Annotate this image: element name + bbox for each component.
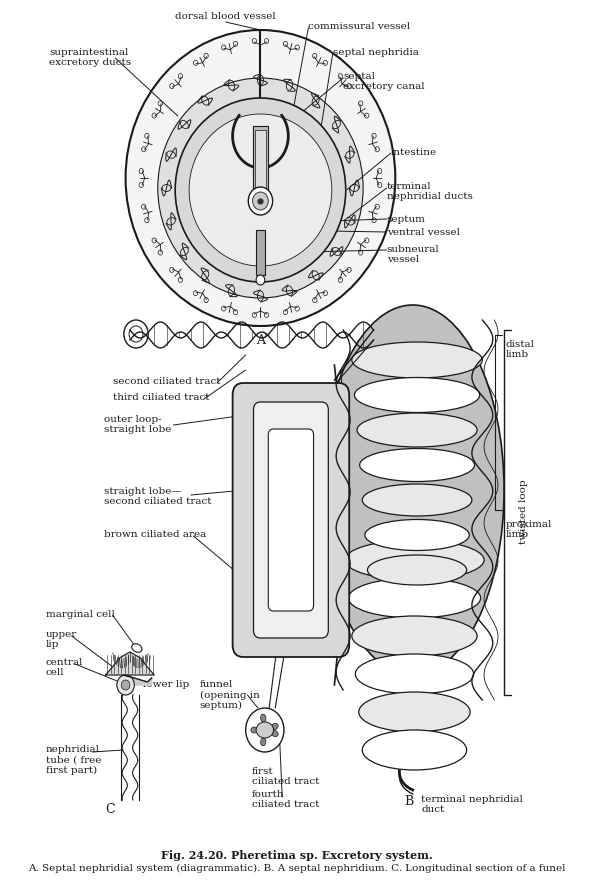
FancyBboxPatch shape	[254, 402, 328, 638]
Text: intestine: intestine	[391, 148, 437, 157]
Ellipse shape	[271, 723, 278, 730]
Text: septal
excretory canal: septal excretory canal	[343, 72, 425, 92]
Text: septal nephridia: septal nephridia	[333, 48, 419, 57]
Ellipse shape	[359, 448, 475, 481]
Text: third ciliated tract: third ciliated tract	[112, 393, 209, 402]
Circle shape	[252, 192, 268, 210]
Ellipse shape	[256, 722, 273, 738]
Text: central
cell: central cell	[46, 658, 83, 677]
Text: proximal
limb: proximal limb	[506, 520, 552, 539]
FancyBboxPatch shape	[233, 383, 349, 657]
FancyBboxPatch shape	[255, 130, 266, 195]
Text: dorsal blood vessel: dorsal blood vessel	[175, 12, 276, 21]
Text: nephridial
tube ( free
first part): nephridial tube ( free first part)	[46, 745, 101, 775]
Text: commissural vessel: commissural vessel	[308, 22, 410, 31]
Text: lower lip: lower lip	[143, 680, 189, 689]
Polygon shape	[123, 675, 151, 685]
Ellipse shape	[365, 519, 469, 551]
Text: terminal
nephridial ducts: terminal nephridial ducts	[387, 182, 472, 201]
Text: C: C	[106, 803, 115, 816]
Ellipse shape	[261, 715, 266, 722]
Ellipse shape	[352, 342, 482, 378]
Text: inner
loop: inner loop	[321, 490, 349, 510]
Ellipse shape	[189, 114, 332, 266]
Text: supraintestinal
excretory ducts: supraintestinal excretory ducts	[49, 48, 131, 68]
Circle shape	[246, 708, 284, 752]
Text: outer loop-
straight lobe: outer loop- straight lobe	[104, 415, 171, 435]
Text: brown ciliated area: brown ciliated area	[104, 530, 206, 539]
Ellipse shape	[368, 555, 467, 585]
Ellipse shape	[271, 731, 278, 737]
FancyBboxPatch shape	[252, 126, 268, 201]
Circle shape	[124, 320, 148, 348]
Ellipse shape	[261, 738, 266, 746]
Ellipse shape	[352, 616, 477, 656]
Text: second ciliated tract: second ciliated tract	[112, 377, 220, 386]
Ellipse shape	[362, 730, 467, 770]
Text: ventral vessel: ventral vessel	[387, 228, 460, 237]
Text: fourth
ciliated tract: fourth ciliated tract	[252, 790, 319, 809]
Text: first
ciliated tract: first ciliated tract	[252, 767, 319, 787]
Circle shape	[248, 187, 273, 215]
Text: septum: septum	[387, 215, 425, 224]
Ellipse shape	[132, 643, 142, 652]
Text: twisted loop: twisted loop	[519, 479, 527, 544]
Ellipse shape	[158, 78, 363, 298]
Text: subneural
vessel: subneural vessel	[387, 245, 440, 265]
Ellipse shape	[355, 378, 480, 413]
Text: distal
limb: distal limb	[506, 340, 535, 359]
Text: straight lobe—
second ciliated tract: straight lobe— second ciliated tract	[104, 487, 211, 506]
Text: A. Septal nephridial system (diagrammatic). B. A septal nephridium. C. Longitudi: A. Septal nephridial system (diagrammati…	[29, 864, 565, 873]
Polygon shape	[106, 652, 154, 675]
Ellipse shape	[348, 578, 481, 618]
Ellipse shape	[357, 413, 477, 447]
Circle shape	[117, 675, 134, 695]
Text: Fig. 24.20. Pheretima sp. Excretory system.: Fig. 24.20. Pheretima sp. Excretory syst…	[161, 850, 433, 861]
Circle shape	[256, 275, 265, 285]
Text: funnel
(opening in
septum): funnel (opening in septum)	[200, 680, 260, 710]
Ellipse shape	[359, 692, 470, 732]
Ellipse shape	[362, 484, 472, 516]
Ellipse shape	[251, 727, 258, 733]
Text: marginal cell: marginal cell	[46, 610, 115, 619]
Circle shape	[121, 680, 130, 690]
Text: A: A	[256, 334, 265, 347]
Ellipse shape	[321, 305, 504, 675]
Ellipse shape	[125, 30, 396, 326]
Ellipse shape	[345, 540, 484, 580]
FancyBboxPatch shape	[268, 429, 314, 611]
Text: terminal nephridial
duct: terminal nephridial duct	[421, 795, 523, 814]
Text: B: B	[404, 795, 413, 808]
FancyBboxPatch shape	[256, 230, 265, 275]
Ellipse shape	[175, 98, 346, 282]
Text: upper
lip: upper lip	[46, 630, 77, 650]
Ellipse shape	[355, 654, 473, 694]
